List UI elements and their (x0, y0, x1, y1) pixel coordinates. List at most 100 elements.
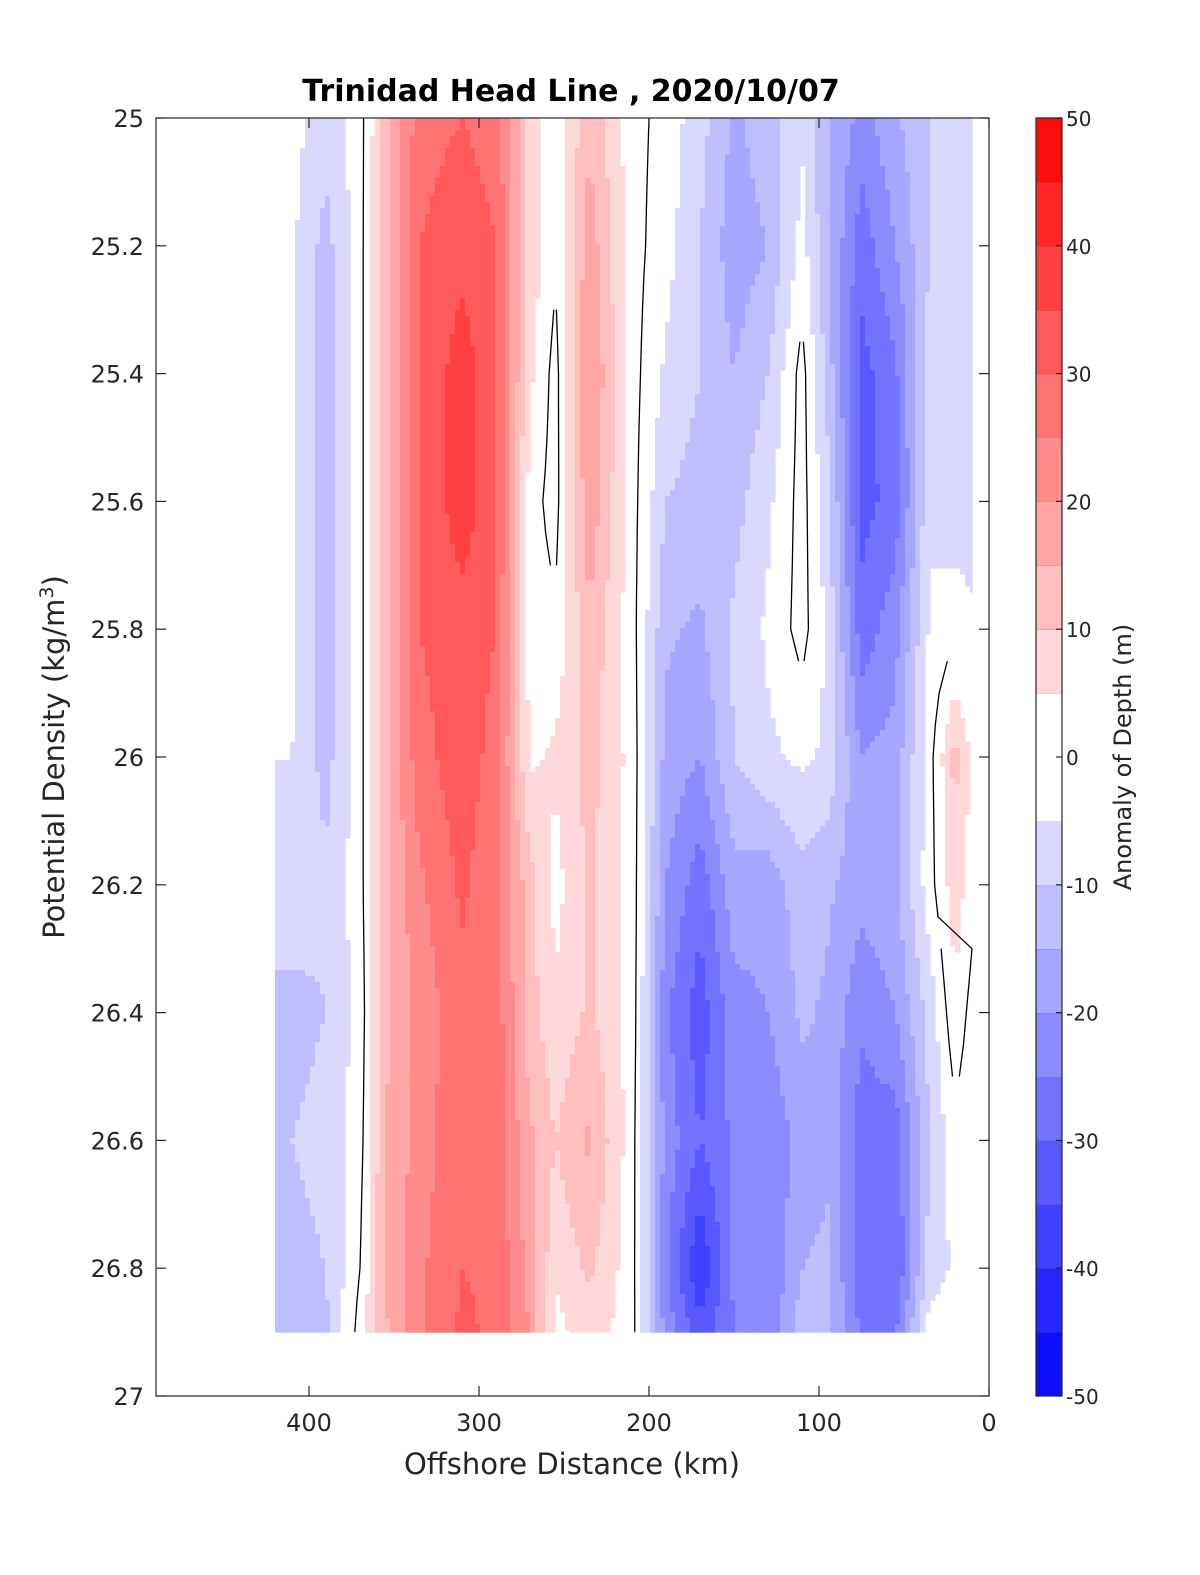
field-cell (950, 286, 956, 293)
field-cell (595, 268, 601, 275)
field-cell (730, 124, 736, 131)
field-cell (855, 274, 861, 281)
field-cell (525, 316, 531, 323)
field-cell (785, 196, 791, 203)
field-cell (310, 160, 316, 167)
field-cell (955, 316, 961, 323)
field-cell (890, 316, 896, 323)
field-cell (685, 130, 691, 137)
field-cell (590, 214, 596, 221)
field-cell (720, 214, 726, 221)
field-cell (390, 136, 396, 143)
field-cell (810, 172, 816, 179)
field-cell (745, 298, 751, 305)
field-cell (915, 208, 921, 215)
field-cell (490, 256, 496, 263)
field-cell (345, 202, 351, 209)
field-cell (795, 160, 801, 167)
field-cell (695, 214, 701, 221)
field-cell (455, 346, 461, 353)
field-cell (430, 160, 436, 167)
field-cell (320, 310, 326, 317)
field-cell (340, 136, 346, 143)
field-cell (595, 184, 601, 191)
field-cell (375, 316, 381, 323)
field-cell (880, 202, 886, 209)
field-cell (810, 226, 816, 233)
field-cell (405, 274, 411, 281)
field-cell (460, 190, 466, 197)
field-cell (765, 328, 771, 335)
field-cell (705, 136, 711, 143)
field-cell (570, 304, 576, 311)
field-cell (845, 172, 851, 179)
field-cell (740, 364, 746, 371)
field-cell (340, 352, 346, 359)
field-cell (740, 376, 746, 383)
field-cell (740, 238, 746, 245)
field-cell (890, 142, 896, 149)
field-cell (840, 244, 846, 251)
field-cell (525, 286, 531, 293)
field-cell (570, 340, 576, 347)
field-cell (930, 256, 936, 263)
field-cell (585, 148, 591, 155)
field-cell (520, 244, 526, 251)
field-cell (780, 292, 786, 299)
field-cell (585, 124, 591, 131)
field-cell (605, 364, 611, 371)
field-cell (775, 262, 781, 269)
field-cell (530, 208, 536, 215)
field-cell (865, 142, 871, 149)
field-cell (455, 310, 461, 317)
field-cell (490, 364, 496, 371)
field-cell (680, 298, 686, 305)
field-cell (455, 196, 461, 203)
field-cell (815, 364, 821, 371)
field-cell (895, 208, 901, 215)
field-cell (685, 346, 691, 353)
field-cell (840, 118, 846, 125)
field-cell (435, 268, 441, 275)
field-cell (485, 358, 491, 365)
field-cell (760, 376, 766, 383)
field-cell (325, 130, 331, 137)
field-cell (735, 130, 741, 137)
field-cell (330, 352, 336, 359)
field-cell (760, 124, 766, 131)
field-cell (430, 136, 436, 143)
field-cell (845, 316, 851, 323)
field-cell (845, 232, 851, 239)
field-cell (870, 358, 876, 365)
field-cell (465, 118, 471, 125)
field-cell (675, 370, 681, 377)
field-cell (955, 202, 961, 209)
field-cell (895, 178, 901, 185)
field-cell (585, 196, 591, 203)
field-cell (505, 124, 511, 131)
field-cell (335, 328, 341, 335)
field-cell (930, 262, 936, 269)
field-cell (440, 346, 446, 353)
field-cell (700, 184, 706, 191)
field-cell (610, 172, 616, 179)
field-cell (855, 172, 861, 179)
field-cell (445, 226, 451, 233)
field-cell (795, 196, 801, 203)
field-cell (685, 280, 691, 287)
field-cell (515, 364, 521, 371)
field-cell (480, 208, 486, 215)
field-cell (885, 364, 891, 371)
field-cell (890, 148, 896, 155)
field-cell (875, 274, 881, 281)
field-cell (475, 142, 481, 149)
field-cell (445, 316, 451, 323)
field-cell (810, 304, 816, 311)
field-cell (510, 238, 516, 245)
field-cell (330, 124, 336, 131)
field-cell (710, 220, 716, 227)
field-cell (700, 304, 706, 311)
field-cell (590, 292, 596, 299)
field-cell (700, 238, 706, 245)
field-cell (590, 142, 596, 149)
